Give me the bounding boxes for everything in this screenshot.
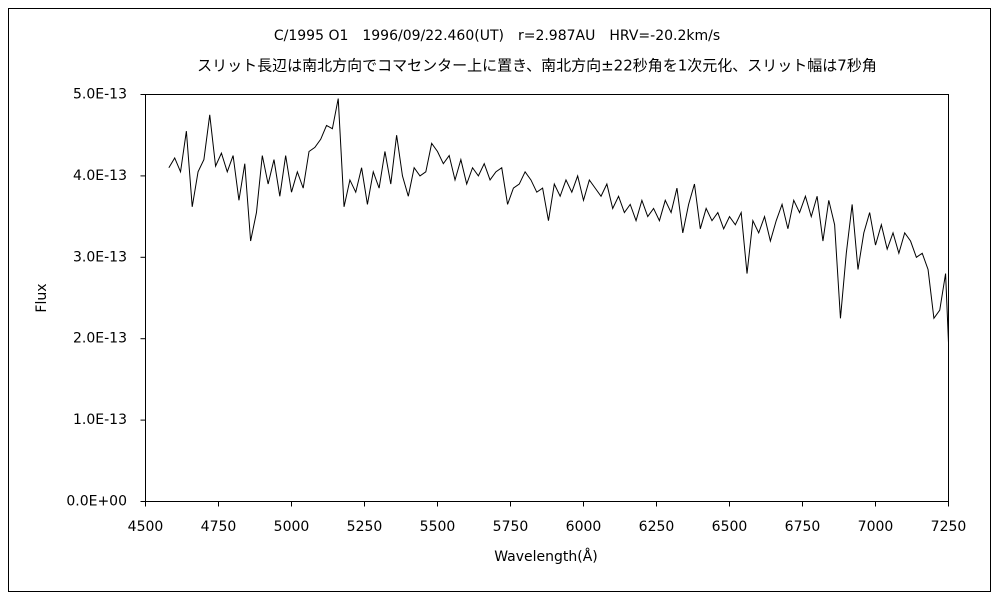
- x-tick-label: 4500: [128, 519, 164, 535]
- y-tick-label: 1.0E-13: [73, 412, 127, 428]
- chart-frame: [8, 8, 991, 592]
- y-tick-label: 4.0E-13: [73, 168, 127, 184]
- y-axis-label: Flux: [34, 283, 50, 312]
- x-tick-label: 6750: [785, 519, 821, 535]
- x-tick-label: 5250: [347, 519, 383, 535]
- y-tick-label: 3.0E-13: [73, 249, 127, 265]
- chart-subtitle: スリット長辺は南北方向でコマセンター上に置き、南北方向±22秒角を1次元化、スリ…: [197, 57, 877, 75]
- plot-area: [145, 94, 949, 502]
- chart-title: C/1995 O1 1996/09/22.460(UT) r=2.987AU H…: [274, 28, 720, 44]
- x-tick-label: 7250: [931, 519, 967, 535]
- y-tick-label: 5.0E-13: [73, 87, 127, 103]
- x-tick-label: 6500: [712, 519, 748, 535]
- y-tick-label: 2.0E-13: [73, 331, 127, 347]
- x-tick-label: 7000: [858, 519, 894, 535]
- x-tick-label: 6250: [639, 519, 675, 535]
- x-tick-label: 6000: [566, 519, 602, 535]
- x-tick-label: 5000: [274, 519, 310, 535]
- x-tick-label: 5500: [420, 519, 456, 535]
- x-tick-label: 5750: [493, 519, 529, 535]
- spectrum-line: [168, 98, 949, 343]
- x-axis-label: Wavelength(Å): [494, 548, 598, 565]
- y-tick-label: 0.0E+00: [66, 494, 127, 510]
- x-tick-label: 4750: [201, 519, 237, 535]
